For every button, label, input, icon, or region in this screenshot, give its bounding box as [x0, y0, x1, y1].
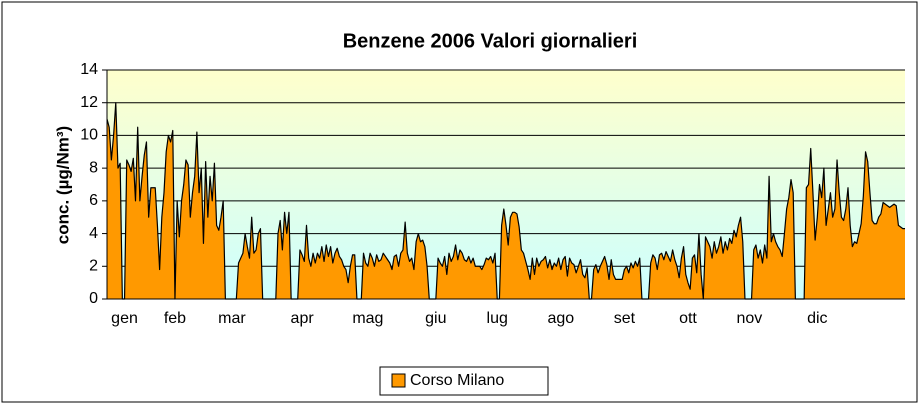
y-axis-label: conc. (µg/Nm³): [53, 126, 72, 244]
x-tick-label: giu: [425, 310, 446, 327]
x-tick-label: ott: [679, 310, 697, 327]
y-tick-label: 14: [80, 61, 98, 78]
chart-title: Benzene 2006 Valori giornalieri: [343, 30, 638, 52]
x-tick-label: mag: [352, 310, 383, 327]
legend-box: [379, 366, 549, 396]
area-outline: [106, 102, 905, 300]
y-tick-label: 10: [80, 127, 98, 144]
x-tick-label: dic: [807, 310, 827, 327]
legend: Corso Milano: [379, 366, 549, 396]
y-tick-label: 2: [89, 258, 98, 275]
x-tick-label: lug: [487, 310, 508, 327]
x-tick-label: feb: [164, 310, 186, 327]
x-tick-label: apr: [291, 310, 315, 327]
x-tick-label: mar: [218, 310, 246, 327]
legend-label: Corso Milano: [410, 372, 504, 389]
x-tick-label: set: [614, 310, 636, 327]
x-tick-label: ago: [547, 310, 574, 327]
y-tick-label: 8: [89, 159, 98, 176]
y-tick-label: 12: [80, 94, 98, 111]
x-tick-label: gen: [111, 310, 138, 327]
y-tick-label: 6: [89, 192, 98, 209]
legend-swatch: [391, 373, 406, 388]
x-tick-label: nov: [736, 310, 762, 327]
y-tick-label: 4: [89, 225, 98, 242]
y-tick-label: 0: [89, 290, 98, 307]
